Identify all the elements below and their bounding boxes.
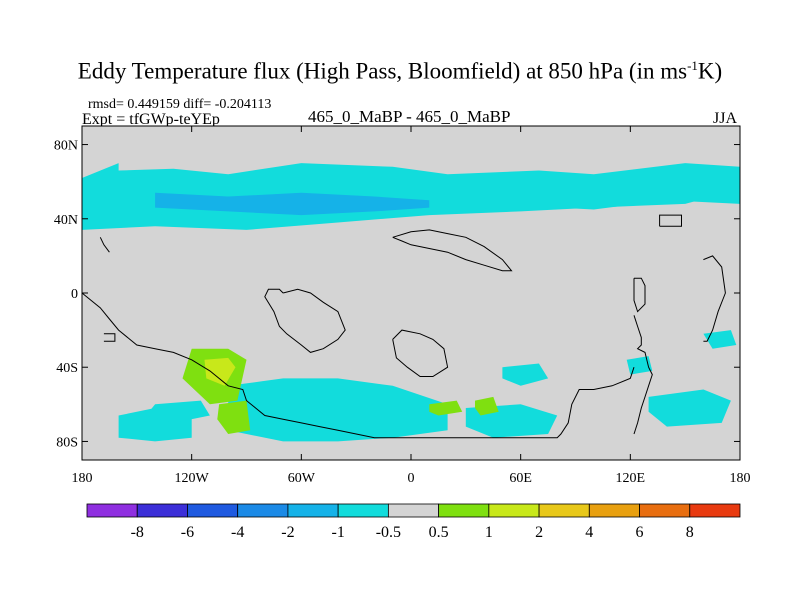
colorbar-label-1: -6 [181,524,194,541]
y-tick-label-0: 80N [54,139,78,154]
colorbar-box-1 [136,503,188,518]
colorbar-label-7: 1 [485,524,493,541]
experiment-name: 465_0_MaBP - 465_0_MaBP [308,107,511,126]
colorbar-label-5: -0.5 [376,524,401,541]
x-tick-label-6: 180 [730,471,751,486]
colorbar-label-9: 4 [585,524,593,541]
colorbar-box-5 [337,503,389,518]
x-tick-label-3: 0 [408,471,415,486]
colorbar-box-11 [639,503,691,518]
contour-region-5 [146,400,210,423]
season-label: JJA [713,110,738,127]
colorbar: -8 -6 -4 -2 -1 -0.5 0.5 1 2 4 6 8 [86,503,741,541]
colorbar-label-2: -4 [231,524,244,541]
colorbar-box-10 [588,503,640,518]
contour-regions [82,163,740,442]
axis-ticks: 180 120W 60W 0 60E 120E 180 80N 40N 0 40S 80S [54,126,751,486]
contour-region-2 [155,192,430,216]
colorbar-box-12 [689,503,741,518]
x-tick-label-0: 180 [72,471,93,486]
y-tick-label-2: 0 [71,287,78,302]
outline-south-america [264,288,346,353]
land-outlines [82,214,726,439]
outline-north-pacific-box [659,214,682,227]
outline-east-coast-north [703,255,726,342]
colorbar-label-11: 8 [686,524,694,541]
contour-region-15 [475,396,499,416]
x-tick-label-2: 60W [288,471,316,486]
colorbar-label-4: -1 [331,524,344,541]
colorbar-box-7 [438,503,490,518]
colorbar-label-8: 2 [535,524,543,541]
experiment-label: Expt = tfGWp-teYEp [82,111,220,128]
outline-east-coast-line [633,315,653,435]
contour-region-14 [429,400,463,416]
x-tick-label-4: 60E [509,471,532,486]
contour-region-7 [502,363,549,386]
rmsd-stats: rmsd= 0.449159 diff= -0.204113 [88,97,272,112]
outline-indian-island [633,277,646,313]
outline-west-indies [99,237,110,253]
colorbar-label-0: -8 [131,524,144,541]
outline-north-africa-arabia [392,229,513,272]
x-tick-label-5: 120E [616,471,646,486]
colorbar-box-9 [538,503,590,518]
contour-region-12 [204,357,236,386]
colorbar-box-0 [86,503,138,518]
outline-west-coast-line [82,292,635,439]
x-tick-label-1: 120W [175,471,210,486]
colorbar-box-3 [237,503,289,518]
colorbar-label-6: 0.5 [429,524,449,541]
colorbar-label-10: 6 [636,524,644,541]
chart-title: Eddy Temperature flux (High Pass, Bloomf… [77,58,723,84]
contour-region-8 [648,389,731,427]
y-tick-label-3: 40S [56,361,78,376]
y-tick-label-1: 40N [54,213,78,228]
colorbar-box-6 [387,503,440,518]
contour-region-13 [217,400,251,434]
colorbar-box-4 [287,503,339,518]
contour-region-10 [703,330,737,349]
colorbar-box-8 [488,503,540,518]
contour-region-3 [228,378,448,442]
y-tick-label-4: 80S [56,435,78,450]
colorbar-label-3: -2 [281,524,294,541]
outline-southern-africa [392,329,449,377]
colorbar-box-2 [187,503,239,518]
outline-antarctic-islands [103,333,116,342]
